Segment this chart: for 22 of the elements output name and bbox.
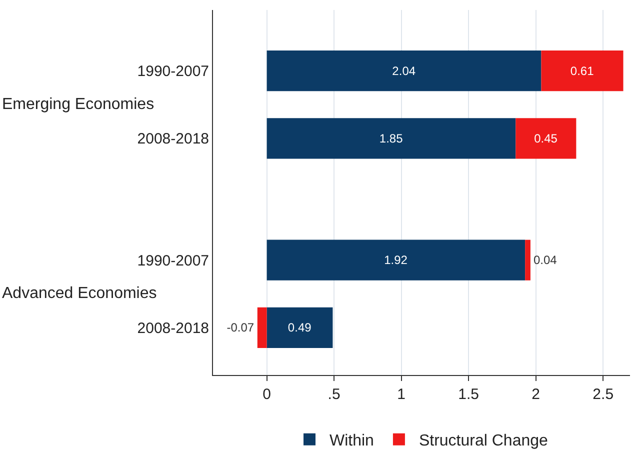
data-label: 0.61 [570,64,594,78]
y-tick-label: 1990-2007 [137,63,209,80]
data-label: 2.04 [392,64,416,78]
data-label: -0.07 [226,320,254,335]
x-tick-label: 2 [532,386,540,403]
y-tick-label: 1990-2007 [137,252,209,270]
legend-label: Within [330,432,374,450]
y-tick-label: 2008-2018 [137,320,209,337]
x-tick-label: 1.5 [458,386,480,403]
data-label: 1.92 [384,253,408,268]
y-tick-label: 2008-2018 [137,130,209,148]
data-label: 1.85 [379,131,404,146]
data-label: 0.04 [533,253,558,268]
data-label: 0.49 [288,320,312,335]
text: Advanced Economies [2,285,157,302]
x-tick-label: 0 [262,386,271,403]
x-tick-label: .5 [328,386,340,403]
text: Emerging Economies [2,96,154,113]
x-tick-label: 1 [397,386,406,403]
legend-label: Structural Change [418,432,548,450]
x-tick-label: 2.5 [592,386,614,403]
data-label: 0.45 [534,131,558,146]
